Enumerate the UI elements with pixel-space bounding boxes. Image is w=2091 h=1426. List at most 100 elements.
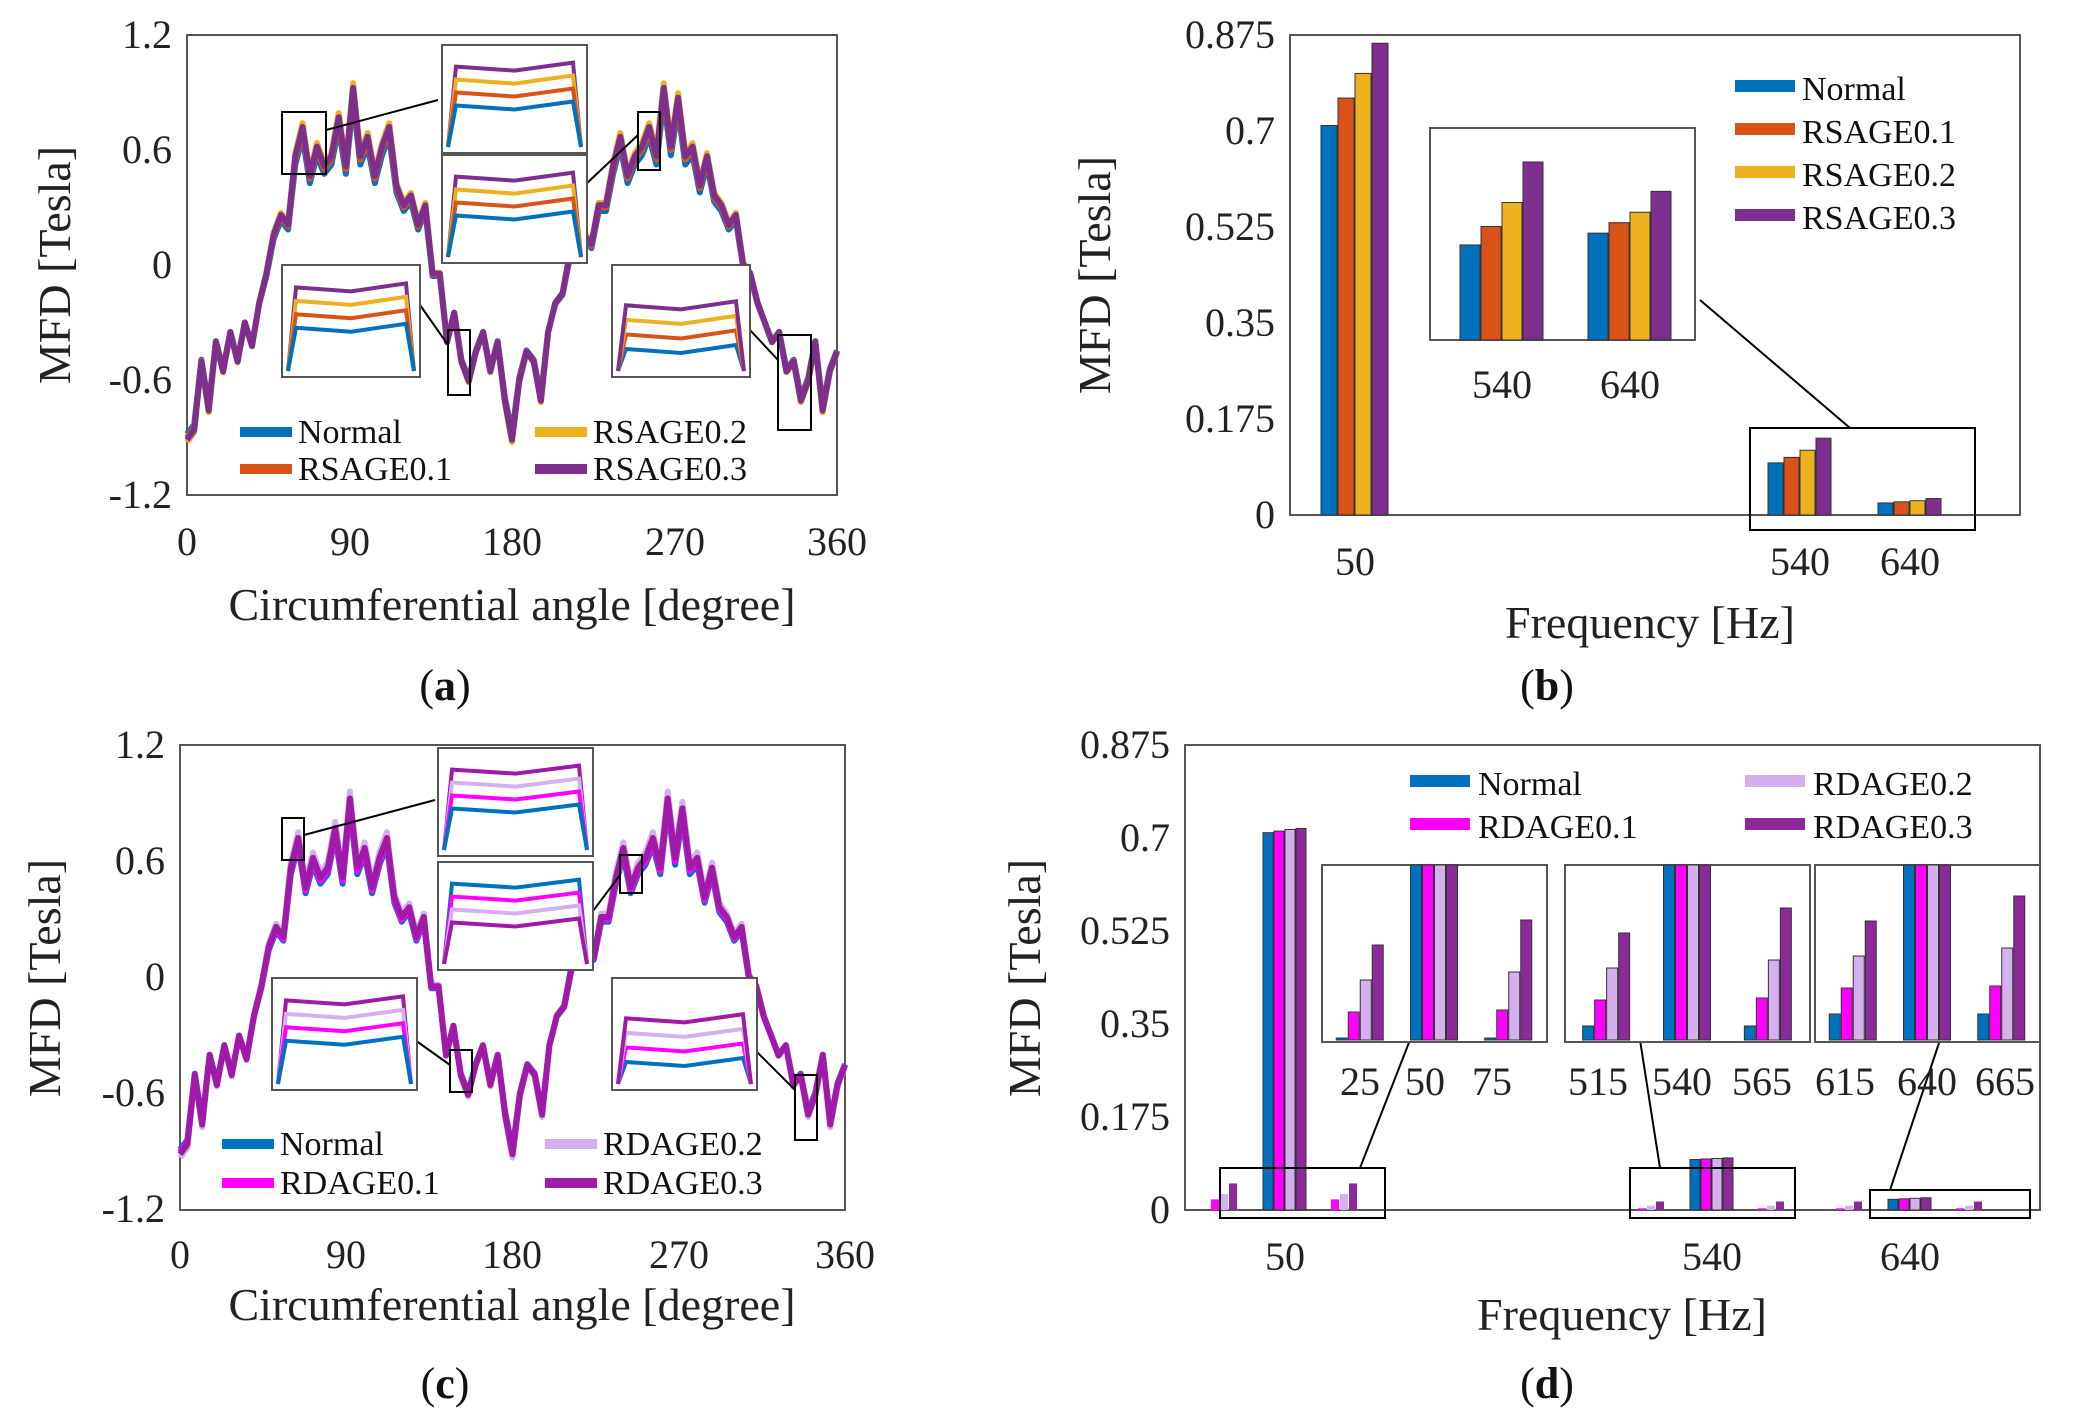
panel-d-inset-bar bbox=[1755, 997, 1768, 1041]
panel-d-inset-xtick: 25 bbox=[1340, 1059, 1380, 1104]
panel-a-zoom-rect bbox=[447, 329, 471, 396]
panel-d-inset-xtick: 640 bbox=[1897, 1059, 1957, 1104]
panel-d-bar bbox=[1909, 1197, 1921, 1211]
panel-c-ytick: 1.2 bbox=[115, 722, 165, 767]
panel-b-bar bbox=[1337, 97, 1355, 516]
panel-d-label: (d) bbox=[1520, 1359, 1574, 1408]
panel-c-zoom-rect bbox=[794, 1074, 818, 1141]
panel-d-xtick: 50 bbox=[1265, 1234, 1305, 1279]
panel-d-inset-ticks: 25 50 75 515 540 565 615 640 665 bbox=[1340, 1059, 2035, 1104]
panel-c-inset-box bbox=[271, 977, 418, 1091]
panel-a-series-line bbox=[184, 84, 840, 443]
panel-d-inset-bar bbox=[1606, 967, 1619, 1041]
panel-b-inset-bar bbox=[1522, 161, 1544, 341]
panel-d-inset-bar bbox=[1335, 1037, 1348, 1041]
panel-b-xtick: 540 bbox=[1770, 539, 1830, 584]
panel-b-bar bbox=[1320, 125, 1338, 516]
panel-d-inset-bar bbox=[1927, 864, 1939, 1041]
panel-a-inset-box bbox=[281, 264, 421, 378]
panel-d-sideband-bar bbox=[1956, 1208, 1964, 1210]
panel-d-sideband-bar bbox=[1845, 1205, 1853, 1210]
panel-d-inset-bar bbox=[1496, 1009, 1509, 1041]
panel-b-label: (b) bbox=[1520, 661, 1574, 710]
panel-d-inset-bar bbox=[1371, 944, 1384, 1041]
panel-b-inset-bar bbox=[1459, 244, 1481, 341]
panel-b-legend-swatch bbox=[1735, 166, 1795, 178]
panel-a-xtick: 270 bbox=[645, 519, 705, 564]
panel-d-zoom-arrow bbox=[1639, 1039, 1661, 1169]
panel-d-inset-bar bbox=[1582, 1025, 1595, 1041]
panel-c-xtick: 360 bbox=[815, 1232, 875, 1277]
panel-d-sideband-bar bbox=[1211, 1199, 1219, 1210]
panel-b-bar bbox=[1371, 42, 1389, 516]
panel-d-legend-swatch bbox=[1745, 775, 1805, 787]
panel-d-bar bbox=[1711, 1157, 1723, 1211]
panel-b-bar bbox=[1877, 502, 1894, 516]
panel-c-xtick: 90 bbox=[326, 1232, 366, 1277]
panel-c-inset-line bbox=[442, 916, 589, 965]
panel-b-inset-bar bbox=[1650, 190, 1672, 341]
panel-d-bar bbox=[1689, 1159, 1701, 1211]
panel-d-zoom-markers bbox=[1219, 1039, 2031, 1219]
panel-d-inset-bar bbox=[1508, 971, 1521, 1041]
panel-d-sideband-bar bbox=[1340, 1194, 1348, 1210]
panel-c-legend-label: RDAGE0.2 bbox=[603, 1126, 763, 1163]
panel-d-zoom-rect bbox=[1869, 1189, 2031, 1219]
panel-a-zoom-rect bbox=[637, 111, 661, 171]
panel-d-inset-xtick: 50 bbox=[1405, 1059, 1445, 1104]
panel-b-bar bbox=[1783, 456, 1800, 516]
panel-d-legend-swatch bbox=[1410, 775, 1470, 787]
panel-a-zoom-rect bbox=[281, 111, 327, 175]
panel-d-inset-bar bbox=[2013, 895, 2026, 1041]
panel-c-legend-label: RDAGE0.1 bbox=[280, 1165, 440, 1202]
panel-c-zoom-rect bbox=[281, 817, 305, 861]
panel-a-axes-box bbox=[186, 34, 838, 496]
panel-b-inset-bar bbox=[1629, 211, 1651, 341]
panel-d-inset-xtick: 665 bbox=[1975, 1059, 2035, 1104]
panel-d-inset-bar bbox=[1687, 864, 1699, 1041]
panel-b-axes-box bbox=[1289, 34, 2021, 516]
panel-d-legend-swatch bbox=[1745, 818, 1805, 830]
panel-d-inset-bar bbox=[1852, 955, 1865, 1041]
panel-b-bar bbox=[1893, 501, 1910, 516]
panel-c-yticks: 1.2 0.6 0 -0.6 -1.2 bbox=[102, 722, 165, 1231]
panel-d-bars bbox=[1211, 827, 1982, 1211]
panel-d-sideband-bar bbox=[1767, 1205, 1775, 1210]
panel-d-ylabel: MFD [Tesla] bbox=[999, 859, 1050, 1097]
panel-d-inset-bar bbox=[1779, 907, 1792, 1041]
panel-c-xticks: 0 90 180 270 360 bbox=[170, 1232, 875, 1277]
panel-a-legend-label: RSAGE0.2 bbox=[593, 414, 747, 451]
panel-a-xtick: 360 bbox=[807, 519, 867, 564]
panel-c-legend-label: RDAGE0.3 bbox=[603, 1165, 763, 1202]
panel-d-inset-xtick: 540 bbox=[1652, 1059, 1712, 1104]
panel-d-inset-bar bbox=[1422, 864, 1434, 1041]
panel-d-inset-xtick: 515 bbox=[1568, 1059, 1628, 1104]
panel-a-inset-line bbox=[616, 299, 746, 372]
panel-d-ytick: 0.35 bbox=[1100, 1001, 1170, 1046]
panel-c-series-line bbox=[177, 795, 848, 1158]
panel-a-xticks: 0 90 180 270 360 bbox=[177, 519, 867, 564]
panel-d-bar bbox=[1700, 1158, 1712, 1211]
panel-d-inset-bar bbox=[1446, 864, 1458, 1041]
panel-c-legend-label: Normal bbox=[280, 1126, 384, 1163]
panel-a-insets bbox=[281, 44, 751, 378]
panel-d-bar bbox=[1284, 828, 1296, 1211]
panel-a-inset-line bbox=[446, 209, 583, 258]
panel-d-sideband-bar bbox=[1638, 1208, 1646, 1210]
panel-a-ytick: 1.2 bbox=[122, 12, 172, 57]
panel-b-inset-bar bbox=[1501, 202, 1523, 341]
panel-a-zoom-arrow bbox=[584, 134, 639, 186]
panel-d-inset-bar bbox=[1939, 864, 1951, 1041]
panel-a-legend-label: RSAGE0.1 bbox=[298, 451, 452, 488]
panel-a-inset-box bbox=[441, 44, 588, 154]
panel-d-sideband-bar bbox=[1836, 1208, 1844, 1210]
panel-d-bar bbox=[1295, 827, 1307, 1211]
panel-d-bar bbox=[1722, 1157, 1734, 1211]
panel-b-legend-swatch bbox=[1735, 123, 1795, 135]
panel-c-ytick: 0.6 bbox=[115, 838, 165, 883]
panel-d-sideband-bar bbox=[1974, 1201, 1982, 1210]
panel-d-inset-bar bbox=[1520, 919, 1533, 1041]
panel-c-xtick: 180 bbox=[482, 1232, 542, 1277]
panel-a-xtick: 0 bbox=[177, 519, 197, 564]
